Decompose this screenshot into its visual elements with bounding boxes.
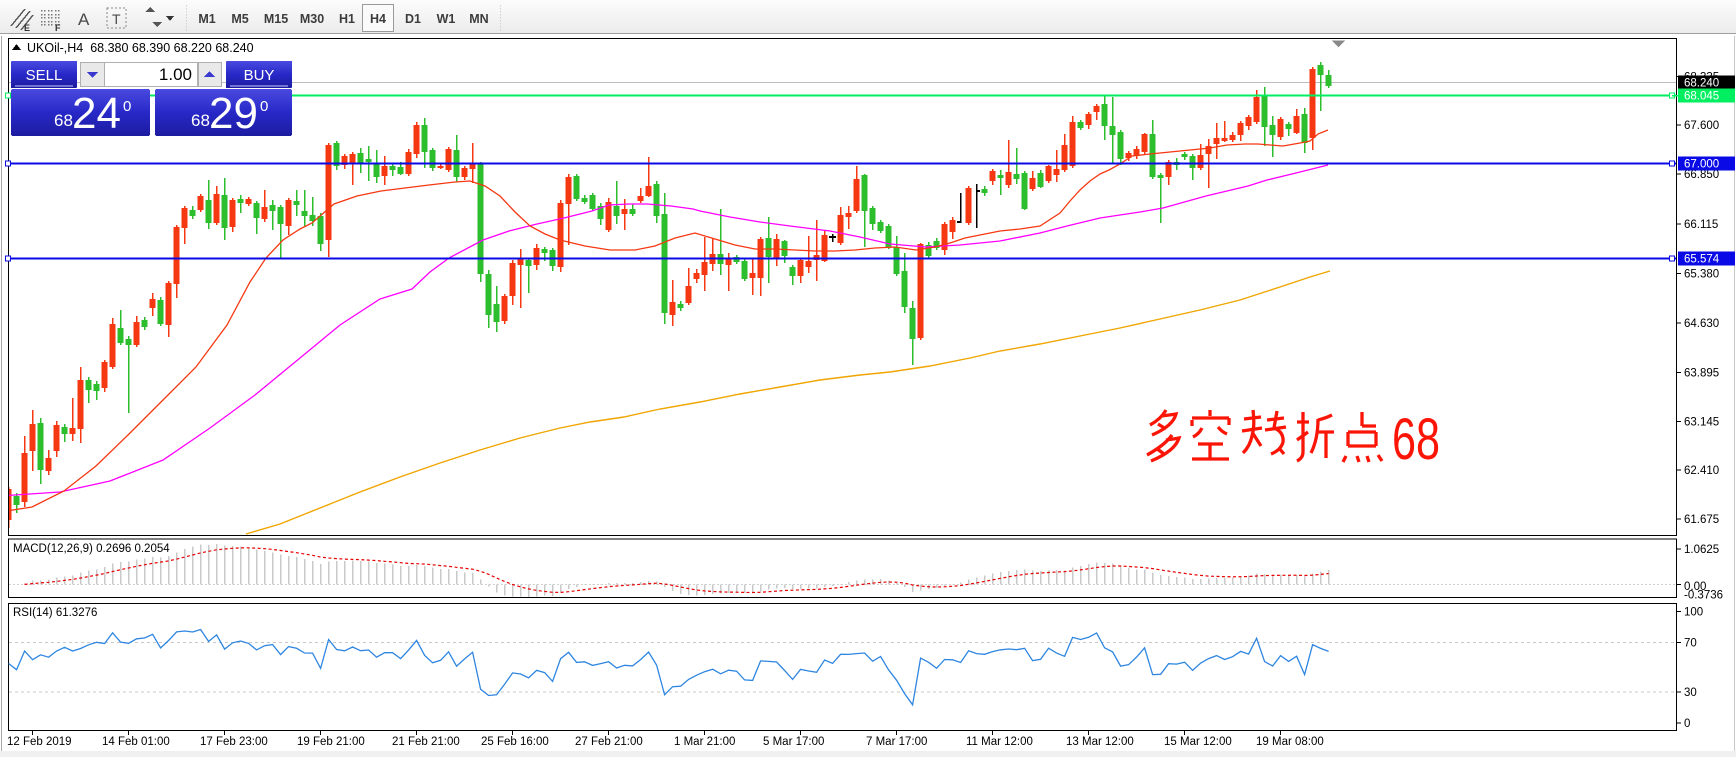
svg-text:29: 29 [209, 89, 258, 138]
svg-text:15 Mar 12:00: 15 Mar 12:00 [1164, 736, 1232, 748]
svg-text:0: 0 [1684, 718, 1690, 730]
svg-text:63.895: 63.895 [1684, 367, 1719, 379]
svg-text:24: 24 [72, 89, 121, 138]
svg-text:F: F [55, 23, 61, 33]
svg-text:MACD(12,26,9) 0.2696 0.2054: MACD(12,26,9) 0.2696 0.2054 [13, 543, 170, 555]
svg-text:100: 100 [1684, 607, 1703, 619]
svg-text:-0.3736: -0.3736 [1684, 590, 1723, 602]
svg-text:67.600: 67.600 [1684, 120, 1719, 132]
svg-text:E: E [24, 23, 30, 33]
svg-text:A: A [78, 10, 90, 29]
svg-text:19 Feb 21:00: 19 Feb 21:00 [297, 736, 365, 748]
svg-text:30: 30 [1684, 687, 1697, 699]
svg-text:UKOil-,H4 68.380 68.390 68.22: UKOil-,H4 68.380 68.390 68.220 68.240 [27, 41, 254, 55]
svg-text:5 Mar 17:00: 5 Mar 17:00 [763, 736, 824, 748]
svg-text:0: 0 [260, 98, 268, 115]
svg-text:M15: M15 [264, 12, 288, 26]
svg-text:H4: H4 [370, 12, 386, 26]
svg-text:63.145: 63.145 [1684, 417, 1719, 429]
svg-text:M1: M1 [198, 12, 215, 26]
svg-text:27 Feb 21:00: 27 Feb 21:00 [575, 736, 643, 748]
svg-text:W1: W1 [437, 12, 456, 26]
svg-text:11 Mar 12:00: 11 Mar 12:00 [966, 736, 1033, 748]
svg-text:1 Mar 21:00: 1 Mar 21:00 [674, 736, 735, 748]
svg-text:68: 68 [191, 111, 210, 130]
svg-text:12 Feb 2019: 12 Feb 2019 [7, 736, 72, 748]
svg-text:D1: D1 [405, 12, 421, 26]
svg-text:0: 0 [123, 98, 131, 115]
svg-text:67.000: 67.000 [1684, 159, 1719, 171]
svg-text:25 Feb 16:00: 25 Feb 16:00 [481, 736, 549, 748]
svg-text:21 Feb 21:00: 21 Feb 21:00 [392, 736, 460, 748]
svg-text:BUY: BUY [244, 67, 275, 84]
svg-text:65.574: 65.574 [1684, 254, 1720, 266]
svg-text:1.00: 1.00 [159, 65, 192, 84]
svg-text:66.115: 66.115 [1684, 219, 1718, 231]
svg-text:64.630: 64.630 [1684, 318, 1719, 330]
svg-text:RSI(14) 61.3276: RSI(14) 61.3276 [13, 607, 97, 619]
svg-text:68: 68 [1392, 407, 1440, 472]
svg-text:7 Mar 17:00: 7 Mar 17:00 [866, 736, 927, 748]
svg-text:MN: MN [469, 12, 488, 26]
svg-text:H1: H1 [339, 12, 355, 26]
svg-text:M30: M30 [300, 12, 324, 26]
svg-text:68: 68 [54, 111, 73, 130]
svg-text:70: 70 [1684, 637, 1697, 649]
svg-text:T: T [112, 11, 121, 27]
svg-text:0.00: 0.00 [1684, 581, 1706, 593]
svg-text:68.240: 68.240 [1684, 78, 1719, 90]
svg-text:19 Mar 08:00: 19 Mar 08:00 [1256, 736, 1324, 748]
svg-text:62.410: 62.410 [1684, 465, 1719, 477]
svg-text:68.045: 68.045 [1684, 91, 1719, 103]
svg-text:17 Feb 23:00: 17 Feb 23:00 [200, 736, 268, 748]
svg-text:SELL: SELL [26, 67, 63, 84]
svg-text:14 Feb 01:00: 14 Feb 01:00 [102, 736, 170, 748]
svg-text:61.675: 61.675 [1684, 514, 1719, 526]
svg-text:1.0625: 1.0625 [1684, 544, 1719, 556]
svg-text:66.850: 66.850 [1684, 169, 1719, 181]
svg-text:13 Mar 12:00: 13 Mar 12:00 [1066, 736, 1134, 748]
svg-text:M5: M5 [231, 12, 248, 26]
svg-text:65.380: 65.380 [1684, 268, 1719, 280]
